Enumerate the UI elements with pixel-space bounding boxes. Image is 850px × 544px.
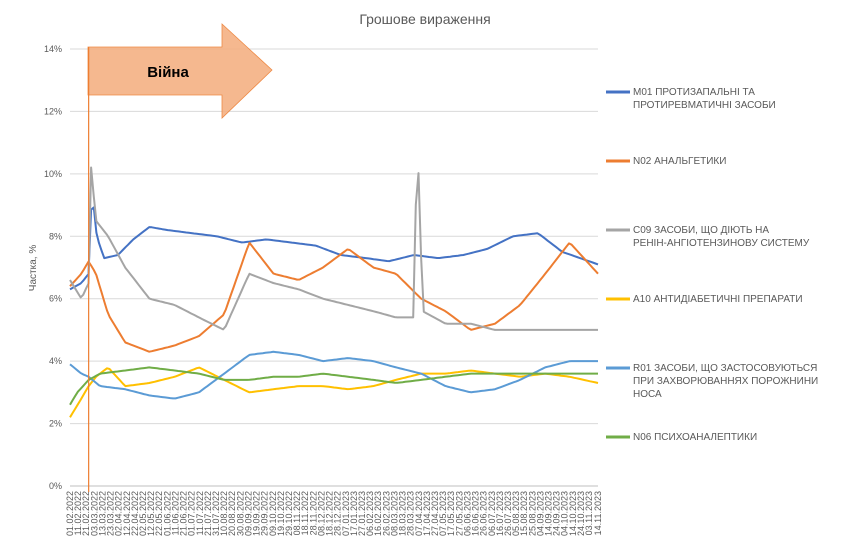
x-tick-label: 22.04.2022 [130, 491, 140, 536]
x-tick-label: 04.09.2023 [535, 491, 545, 536]
x-tick-label: 27.04.2023 [430, 491, 440, 536]
x-tick-label: 26.07.2023 [503, 491, 513, 536]
x-tick-label: 17.04.2023 [422, 491, 432, 536]
series-line [69, 166, 598, 331]
x-tick-label: 04.10.2023 [560, 491, 570, 536]
x-tick-label: 18.11.2022 [300, 491, 310, 535]
x-tick-label: 18.12.2022 [325, 491, 335, 536]
y-tick-label: 0% [49, 481, 62, 491]
x-tick-label: 08.11.2022 [292, 491, 302, 535]
y-axis-label: Частка, % [28, 245, 39, 292]
series-line [69, 241, 599, 353]
x-tick-label: 29.10.2022 [284, 491, 294, 536]
x-tick-label: 07.05.2023 [438, 491, 448, 536]
legend-entry: R01 ЗАСОБИ, ЩО ЗАСТОСОВУЮТЬСЯ ПРИ ЗАХВОРЮ… [633, 363, 818, 400]
x-tick-label: 01.06.2022 [162, 491, 172, 536]
gridlines [70, 48, 598, 487]
x-tick-label: 01.02.2022 [65, 491, 75, 536]
x-tick-label: 06.06.2023 [462, 491, 472, 536]
x-tick-label: 28.11.2022 [308, 491, 318, 535]
x-tick-label: 18.03.2023 [398, 491, 408, 536]
x-tick-label: 07.04.2023 [414, 491, 424, 536]
legend-entry: C09 ЗАСОБИ, ЩО ДІЮТЬ НА РЕНІН-АНГІОТЕНЗИН… [633, 225, 810, 249]
x-tick-label: 27.05.2023 [454, 491, 464, 536]
y-tick-labels: 0% 2% 4% 6% 8% 10% 12% 14% [44, 44, 62, 491]
x-tick-label: 21.02.2022 [81, 491, 91, 536]
legend-entry: M01 ПРОТИЗАПАЛЬНІ ТА ПРОТИРЕВМАТИЧНІ ЗАСО… [633, 87, 776, 111]
legend-entry: A10 АНТИДІАБЕТИЧНІ ПРЕПАРАТИ [633, 294, 803, 305]
x-tick-label: 02.04.2022 [114, 491, 124, 536]
x-tick-label: 28.03.2023 [406, 491, 416, 536]
y-tick-label: 12% [44, 106, 62, 116]
x-tick-label: 03.11.2023 [584, 491, 594, 535]
x-tick-label: 21.07.2022 [203, 491, 213, 536]
x-tick-label: 12.05.2022 [146, 491, 156, 536]
x-tick-label: 21.06.2022 [179, 491, 189, 536]
y-tick-label: 10% [44, 169, 62, 179]
x-tick-label: 11.02.2022 [73, 491, 83, 535]
x-tick-label: 26.06.2023 [479, 491, 489, 536]
x-tick-label: 09.09.2022 [243, 491, 253, 536]
x-tick-label: 08.12.2022 [316, 491, 326, 536]
legend: M01 ПРОТИЗАПАЛЬНІ ТА ПРОТИРЕВМАТИЧНІ ЗАСО… [606, 87, 818, 443]
x-tick-labels: 01.02.202211.02.202221.02.202203.03.2022… [65, 491, 603, 536]
x-tick-label: 06.07.2023 [487, 491, 497, 536]
x-tick-label: 29.09.2022 [260, 491, 270, 536]
legend-entry: N02 АНАЛЬГЕТИКИ [633, 156, 726, 167]
x-tick-label: 01.07.2022 [187, 491, 197, 536]
x-tick-label: 15.08.2023 [519, 491, 529, 536]
x-tick-label: 07.01.2023 [341, 491, 351, 536]
y-tick-label: 2% [49, 419, 62, 429]
chart-title: Грошове вираження [359, 11, 490, 27]
x-tick-label: 27.01.2023 [357, 491, 367, 536]
x-tick-label: 11.07.2022 [195, 491, 205, 535]
legend-entry: N06 ПСИХОАНАЛЕПТИКИ [633, 432, 757, 443]
x-tick-label: 17.05.2023 [446, 491, 456, 536]
x-tick-label: 10.08.2022 [219, 491, 229, 536]
x-tick-label: 16.06.2023 [471, 491, 481, 536]
war-arrow [87, 23, 273, 119]
x-tick-label: 26.02.2023 [381, 491, 391, 536]
y-tick-label: 6% [49, 294, 62, 304]
x-tick-label: 22.05.2022 [154, 491, 164, 536]
x-tick-label: 12.04.2022 [122, 491, 132, 536]
y-tick-label: 8% [49, 231, 62, 241]
x-tick-label: 31.07.2022 [211, 491, 221, 536]
x-tick-label: 28.12.2022 [333, 491, 343, 536]
war-annotation: Війна [87, 23, 273, 492]
x-tick-label: 06.02.2023 [365, 491, 375, 536]
series-line [69, 366, 598, 406]
x-tick-label: 24.10.2023 [576, 491, 586, 536]
x-tick-label: 19.10.2022 [276, 491, 286, 536]
x-tick-label: 24.09.2023 [552, 491, 562, 536]
series-line [69, 206, 599, 291]
series-lines [69, 166, 599, 418]
y-tick-label: 14% [44, 44, 62, 54]
x-tick-label: 23.03.2022 [106, 491, 116, 536]
series-line [69, 366, 599, 418]
x-tick-label: 19.09.2022 [252, 491, 262, 536]
x-tick-label: 20.08.2022 [227, 491, 237, 536]
x-tick-label: 14.09.2023 [544, 491, 554, 536]
x-tick-label: 09.10.2022 [268, 491, 278, 536]
x-tick-label: 08.03.2023 [389, 491, 399, 536]
x-tick-label: 05.08.2023 [511, 491, 521, 536]
x-tick-label: 13.03.2022 [97, 491, 107, 536]
x-tick-label: 16.07.2023 [495, 491, 505, 536]
x-tick-label: 14.10.2023 [568, 491, 578, 536]
x-tick-label: 02.05.2022 [138, 491, 148, 536]
x-tick-label: 25.08.2023 [527, 491, 537, 536]
x-tick-label: 11.06.2022 [170, 491, 180, 535]
x-tick-label: 14.11.2023 [593, 491, 603, 535]
x-tick-label: 30.08.2022 [235, 491, 245, 536]
x-tick-label: 17.01.2023 [349, 491, 359, 536]
series-line [69, 350, 598, 400]
x-tick-label: 03.03.2022 [89, 491, 99, 536]
y-tick-label: 4% [49, 356, 62, 366]
x-tick-label: 16.02.2023 [373, 491, 383, 536]
war-label: Війна [147, 64, 189, 81]
